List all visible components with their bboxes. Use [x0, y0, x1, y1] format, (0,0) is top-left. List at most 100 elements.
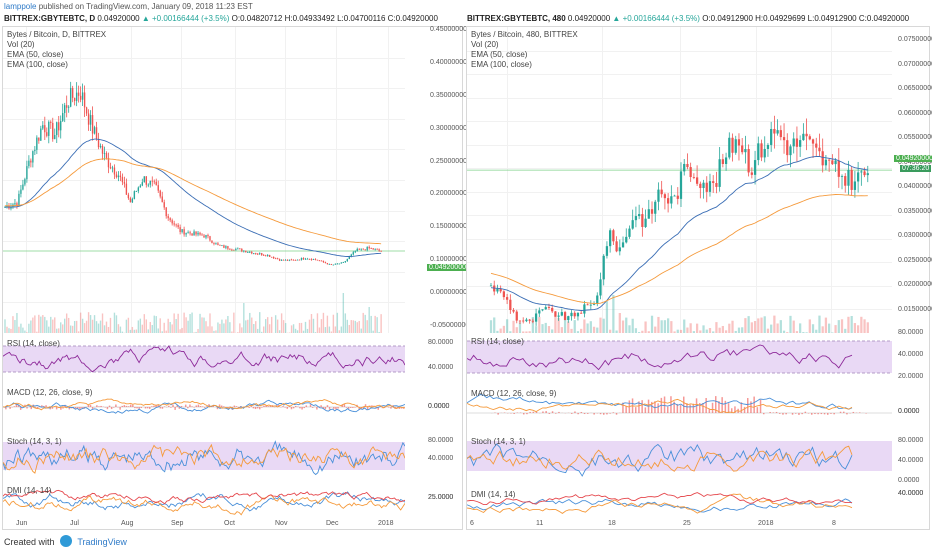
right-candle: [641, 214, 644, 227]
right-volume-bar: [712, 331, 715, 333]
left-candle: [139, 185, 142, 188]
macd-hist: [89, 404, 92, 407]
right-open: O:0.04912900: [702, 14, 753, 23]
macd-hist: [352, 407, 354, 408]
macd-hist: [201, 406, 204, 407]
tradingview-logo-icon[interactable]: [60, 535, 73, 547]
macd-hist: [87, 404, 90, 407]
left-candle: [83, 92, 86, 108]
left-volume-bar: [255, 321, 257, 333]
macd-hist: [60, 407, 62, 410]
macd-hist: [250, 405, 253, 407]
right-candle: [576, 312, 580, 317]
right-volume-bar: [818, 315, 821, 333]
right-stoch-pane[interactable]: [467, 435, 892, 485]
left-candle: [159, 190, 161, 197]
footer-brand[interactable]: TradingView: [77, 537, 127, 547]
left-candle: [191, 233, 193, 236]
right-volume-bar: [737, 327, 741, 333]
macd-hist: [523, 413, 525, 415]
macd-hist: [193, 407, 195, 408]
left-candle: [274, 258, 277, 260]
left-candle: [169, 218, 171, 221]
macd-hist: [259, 407, 261, 410]
left-price-axis-tick: 0.200000000: [430, 190, 471, 198]
macd-hist: [324, 407, 327, 410]
right-candle: [496, 288, 499, 292]
macd-hist: [743, 406, 746, 413]
macd-hist: [354, 407, 356, 408]
left-volume-bar: [249, 312, 251, 333]
left-rsi-pane[interactable]: [3, 336, 405, 382]
left-volume-bar: [14, 320, 16, 333]
left-candle: [121, 177, 124, 183]
right-candle: [837, 160, 840, 177]
right-candle: [802, 133, 805, 141]
left-time-tick: Oct: [224, 520, 235, 527]
macd-hist: [5, 407, 7, 410]
right-candle: [650, 209, 654, 214]
right-volume-bar: [692, 331, 696, 333]
left-candle: [79, 95, 82, 100]
left-volume-bar: [241, 327, 243, 333]
right-volume-bar: [505, 319, 509, 333]
right-macd-pane[interactable]: [467, 385, 892, 433]
right-volume-bar: [502, 325, 506, 333]
left-volume-bar: [378, 331, 380, 333]
macd-hist: [513, 413, 515, 414]
macd-hist: [644, 407, 647, 413]
macd-hist: [227, 407, 229, 409]
macd-hist: [622, 402, 624, 413]
left-volume-bar: [79, 312, 82, 333]
right-candle: [741, 145, 744, 153]
right-volume-bar: [609, 329, 612, 333]
right-price-axis-tick: 0.06000000: [898, 109, 932, 117]
macd-hist: [535, 411, 538, 413]
right-volume-bar: [792, 320, 795, 333]
right-price: 0.04920000: [567, 14, 611, 23]
macd-hist: [341, 404, 344, 407]
left-volume-bar: [219, 323, 221, 333]
left-volume-bar: [131, 326, 134, 333]
right-volume-bar: [789, 315, 792, 333]
left-volume-bar: [127, 317, 130, 333]
dmi-minus: [3, 494, 405, 516]
author-link[interactable]: lamppole: [4, 2, 37, 11]
right-time-tick: 11: [536, 520, 544, 527]
left-time-tick: Jun: [16, 520, 28, 527]
right-volume-bar: [766, 328, 770, 333]
left-candle: [113, 167, 116, 175]
right-volume-bar: [666, 318, 670, 333]
left-candle: [350, 254, 352, 257]
left-macd-label: MACD (12, 26, close, 9): [7, 388, 93, 397]
left-macd-pane[interactable]: [3, 385, 405, 431]
right-rsi-pane[interactable]: [467, 333, 892, 383]
left-volume-bar: [352, 320, 354, 333]
left-stoch-pane[interactable]: [3, 434, 405, 480]
macd-hist: [318, 406, 320, 407]
right-volume-bar: [654, 326, 657, 333]
left-volume-bar: [251, 317, 253, 333]
macd-hist: [286, 407, 289, 409]
rsi-band: [3, 346, 405, 372]
macd-hist: [100, 405, 102, 407]
left-candle: [330, 264, 333, 265]
left-price-pane[interactable]: [3, 27, 405, 333]
macd-hist: [129, 404, 132, 407]
left-volume-bar: [103, 325, 106, 333]
right-volume-bar: [824, 317, 828, 333]
right-rsi-axis-tick: 40.0000: [898, 351, 924, 358]
right-volume-bar: [844, 328, 847, 333]
right-dmi-pane[interactable]: [467, 487, 892, 517]
left-volume-bar: [292, 324, 295, 333]
right-volume-bar: [831, 332, 834, 333]
right-rsi-label: RSI (14, close): [471, 337, 524, 346]
right-volume-bar: [509, 331, 512, 333]
left-volume-bar: [221, 319, 223, 333]
right-volume-bar: [683, 319, 686, 333]
right-candle: [551, 307, 554, 312]
publish-info: lamppole published on TradingView.com, J…: [4, 2, 253, 11]
right-price-pane[interactable]: [467, 27, 892, 333]
left-dmi-pane[interactable]: [3, 483, 405, 517]
adx-line: [3, 489, 405, 505]
